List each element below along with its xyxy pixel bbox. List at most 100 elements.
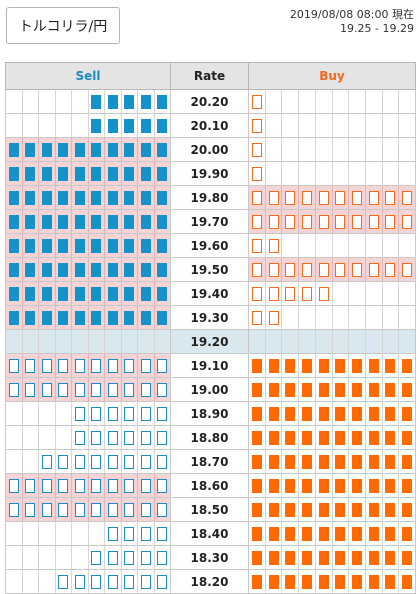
buy-grid-cell: [249, 450, 266, 473]
buy-grid-cell: [333, 234, 350, 257]
sell-grid-cell: [105, 306, 122, 329]
sell-grid-cell: [105, 234, 122, 257]
sell-grid-cell: [89, 450, 105, 473]
buy-grid-cell: [366, 354, 383, 377]
buy-order-block: [285, 574, 296, 589]
buy-order-block: [318, 382, 329, 397]
table-row: 18.70: [5, 449, 416, 474]
sell-order-block: [74, 166, 85, 181]
buy-grid-cell: [299, 138, 316, 161]
sell-grid-cell: [39, 210, 56, 233]
buy-grid-cell: [333, 282, 350, 305]
sell-grid-cell: [23, 522, 39, 545]
sell-grid-cell: [72, 114, 89, 137]
sell-grid-cell: [72, 354, 89, 377]
sell-order-block: [140, 142, 151, 157]
buy-order-block: [318, 214, 329, 229]
buy-order-block: [285, 190, 296, 205]
rate-cell: 20.20: [170, 89, 249, 114]
buy-order-block: [335, 526, 346, 541]
buy-volume-cell: [248, 257, 416, 282]
sell-grid-cell: [138, 330, 155, 353]
buy-grid-cell: [316, 522, 333, 545]
buy-grid-cell: [349, 234, 366, 257]
buy-grid-cell: [249, 258, 266, 281]
buy-grid-cell: [282, 90, 300, 113]
sell-grid-cell: [39, 378, 56, 401]
buy-grid-cell: [332, 186, 350, 209]
sell-grid-cell: [155, 522, 171, 545]
sell-grid-cell: [122, 546, 138, 569]
buy-grid-cell: [399, 402, 415, 425]
buy-grid-cell: [366, 90, 383, 113]
sell-grid-cell: [155, 330, 171, 353]
sell-order-block: [124, 166, 135, 181]
buy-grid-cell: [299, 306, 316, 329]
table-row: 19.00: [5, 377, 416, 402]
buy-order-block: [268, 550, 279, 565]
sell-order-block: [41, 238, 52, 253]
sell-order-block: [124, 526, 135, 541]
sell-order-block: [25, 262, 36, 277]
buy-order-block: [301, 190, 312, 205]
sell-order-block: [107, 478, 118, 493]
sell-grid-cell: [6, 90, 23, 113]
buy-order-block: [368, 478, 379, 493]
table-row: 18.80: [5, 425, 416, 450]
sell-grid-cell: [105, 114, 122, 137]
sell-order-block: [140, 118, 151, 133]
sell-grid-cell: [138, 138, 155, 161]
sell-grid-cell: [72, 474, 89, 497]
buy-grid-cell: [366, 402, 383, 425]
buy-order-block: [335, 550, 346, 565]
buy-volume-cell: [248, 161, 416, 186]
sell-order-block: [107, 286, 118, 301]
sell-order-block: [91, 94, 102, 109]
sell-grid-cell: [88, 210, 105, 233]
buy-order-block: [335, 478, 346, 493]
sell-grid-cell: [105, 402, 122, 425]
sell-order-block: [157, 166, 168, 181]
rate-cell: 19.30: [170, 305, 249, 330]
buy-grid-cell: [266, 450, 283, 473]
sell-grid-cell: [88, 354, 105, 377]
sell-grid-cell: [138, 90, 155, 113]
sell-order-block: [58, 142, 69, 157]
sell-order-block: [91, 310, 102, 325]
buy-grid-cell: [282, 186, 300, 209]
buy-order-block: [352, 214, 363, 229]
buy-order-block: [301, 526, 312, 541]
buy-order-block: [402, 262, 413, 277]
sell-grid-cell: [122, 522, 138, 545]
sell-grid-cell: [22, 306, 39, 329]
sell-grid-cell: [39, 522, 56, 545]
sell-grid-cell: [72, 378, 89, 401]
buy-grid-cell: [333, 402, 350, 425]
rate-cell: 20.00: [170, 137, 249, 162]
sell-grid-cell: [138, 210, 155, 233]
rate-cell: 19.80: [170, 185, 249, 210]
buy-grid-cell: [399, 330, 415, 353]
sell-order-block: [8, 166, 19, 181]
buy-grid-cell: [366, 306, 383, 329]
buy-grid-cell: [266, 162, 283, 185]
buy-order-block: [352, 550, 363, 565]
buy-order-block: [301, 454, 312, 469]
sell-grid-cell: [23, 114, 39, 137]
sell-grid-cell: [105, 546, 122, 569]
sell-order-block: [124, 310, 135, 325]
buy-grid-cell: [299, 90, 316, 113]
sell-grid-cell: [154, 162, 170, 185]
buy-order-block: [385, 550, 396, 565]
sell-grid-cell: [155, 114, 171, 137]
currency-pair-button[interactable]: トルコリラ/円: [6, 7, 120, 44]
buy-order-block: [251, 478, 262, 493]
sell-grid-cell: [56, 450, 72, 473]
rate-cell: 18.90: [170, 401, 249, 426]
sell-order-block: [157, 118, 168, 133]
sell-order-block: [124, 262, 135, 277]
sell-order-block: [107, 142, 118, 157]
sell-grid-cell: [154, 378, 170, 401]
buy-grid-cell: [333, 450, 350, 473]
buy-grid-cell: [299, 114, 316, 137]
